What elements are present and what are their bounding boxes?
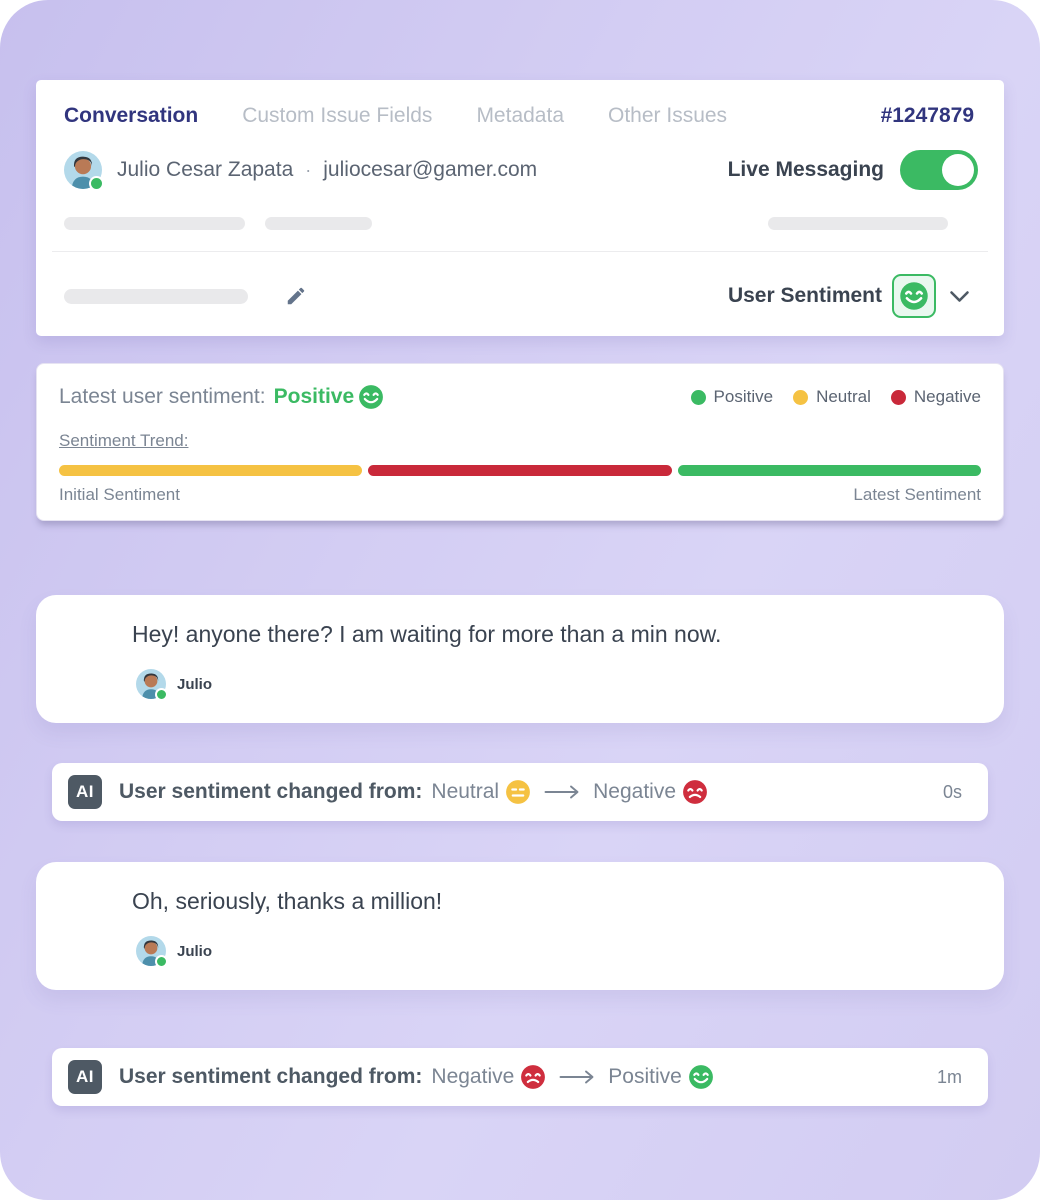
online-status-dot xyxy=(155,955,168,968)
sentiment-legend: Positive Neutral Negative xyxy=(690,387,981,407)
neutral-dot-icon xyxy=(793,389,809,405)
positive-emoji-icon xyxy=(359,385,384,409)
tab-bar: Conversation Custom Issue Fields Metadat… xyxy=(36,80,1004,128)
positive-emoji-icon xyxy=(900,282,928,310)
user-name: Julio Cesar Zapata xyxy=(117,158,294,181)
sentiment-to: Negative xyxy=(593,780,676,803)
legend-neutral: Neutral xyxy=(793,387,871,407)
legend-negative: Negative xyxy=(890,387,981,407)
legend-label: Positive xyxy=(713,387,774,406)
sentiment-trend-card: Latest user sentiment: Positive Positive… xyxy=(36,363,1004,521)
tab-conversation[interactable]: Conversation xyxy=(64,104,199,127)
sentiment-trend-label: Sentiment Trend: xyxy=(59,431,189,450)
user-avatar xyxy=(64,151,104,191)
latest-sentiment-end-label: Latest Sentiment xyxy=(853,485,981,504)
ai-badge: AI xyxy=(68,775,102,809)
legend-label: Neutral xyxy=(816,387,871,406)
author-avatar xyxy=(136,669,168,701)
initial-sentiment-label: Initial Sentiment xyxy=(59,485,180,504)
message-text: Oh, seriously, thanks a million! xyxy=(132,888,443,914)
placeholder-bar xyxy=(64,217,245,230)
positive-dot-icon xyxy=(690,389,706,405)
arrow-right-icon xyxy=(559,1069,595,1085)
chat-message-card: Hey! anyone there? I am waiting for more… xyxy=(36,595,1004,723)
toggle-knob xyxy=(942,154,974,186)
user-email: juliocesar@gamer.com xyxy=(323,158,538,181)
neutral-emoji-icon xyxy=(505,779,531,805)
message-text: Hey! anyone there? I am waiting for more… xyxy=(132,621,722,647)
trend-segment-neutral xyxy=(59,465,363,476)
placeholder-bar xyxy=(265,217,372,230)
placeholder-bar xyxy=(768,217,948,230)
author-avatar xyxy=(136,936,168,968)
event-timestamp: 0s xyxy=(942,781,962,802)
legend-positive: Positive xyxy=(690,387,774,407)
tab-custom-issue-fields[interactable]: Custom Issue Fields xyxy=(242,104,433,127)
separator-dot: · xyxy=(305,159,312,180)
user-sentiment-selector[interactable] xyxy=(892,274,936,318)
latest-sentiment-value: Positive xyxy=(273,385,355,408)
author-name: Julio xyxy=(177,942,213,960)
sentiment-from: Negative xyxy=(431,1065,515,1088)
live-messaging-label: Live Messaging xyxy=(727,158,884,181)
sentiment-to: Positive xyxy=(608,1065,682,1088)
online-status-dot xyxy=(89,176,104,191)
arrow-right-icon xyxy=(544,784,580,800)
user-sentiment-label: User Sentiment xyxy=(727,284,882,307)
sentiment-selector-row: User Sentiment xyxy=(64,274,970,318)
ai-badge: AI xyxy=(68,1060,102,1094)
author-name: Julio xyxy=(177,675,213,693)
event-timestamp: 1m xyxy=(936,1066,962,1087)
edit-pencil-icon[interactable] xyxy=(285,285,307,307)
user-row: Julio Cesar Zapata · juliocesar@gamer.co… xyxy=(36,150,1004,191)
tab-metadata[interactable]: Metadata xyxy=(476,104,564,127)
latest-sentiment-label: Latest user sentiment: xyxy=(59,385,266,408)
negative-dot-icon xyxy=(890,389,906,405)
trend-segment-positive xyxy=(677,465,981,476)
ai-event-prefix: User sentiment changed from: xyxy=(119,1065,423,1088)
ai-event-prefix: User sentiment changed from: xyxy=(119,780,423,803)
placeholder-bar xyxy=(64,288,248,304)
legend-label: Negative xyxy=(913,387,981,406)
ai-sentiment-event-row: AI User sentiment changed from: Neutral … xyxy=(52,763,988,821)
sentiment-trend-bar xyxy=(59,465,981,476)
tab-other-issues[interactable]: Other Issues xyxy=(608,104,728,127)
conversation-header-card: Conversation Custom Issue Fields Metadat… xyxy=(36,80,1004,336)
trend-segment-negative xyxy=(368,465,672,476)
negative-emoji-icon xyxy=(682,779,708,805)
negative-emoji-icon xyxy=(520,1064,546,1090)
online-status-dot xyxy=(155,688,168,701)
live-messaging-toggle[interactable] xyxy=(900,150,978,190)
sentiment-from: Neutral xyxy=(431,780,500,803)
placeholder-row xyxy=(64,217,976,230)
chevron-down-icon[interactable] xyxy=(949,290,970,303)
chat-message-card: Oh, seriously, thanks a million! Julio xyxy=(36,862,1004,990)
positive-emoji-icon xyxy=(688,1064,714,1090)
issue-number: #1247879 xyxy=(880,104,974,127)
ai-sentiment-event-row: AI User sentiment changed from: Negative… xyxy=(52,1048,988,1106)
avatar-image xyxy=(64,151,102,189)
divider xyxy=(52,251,988,252)
